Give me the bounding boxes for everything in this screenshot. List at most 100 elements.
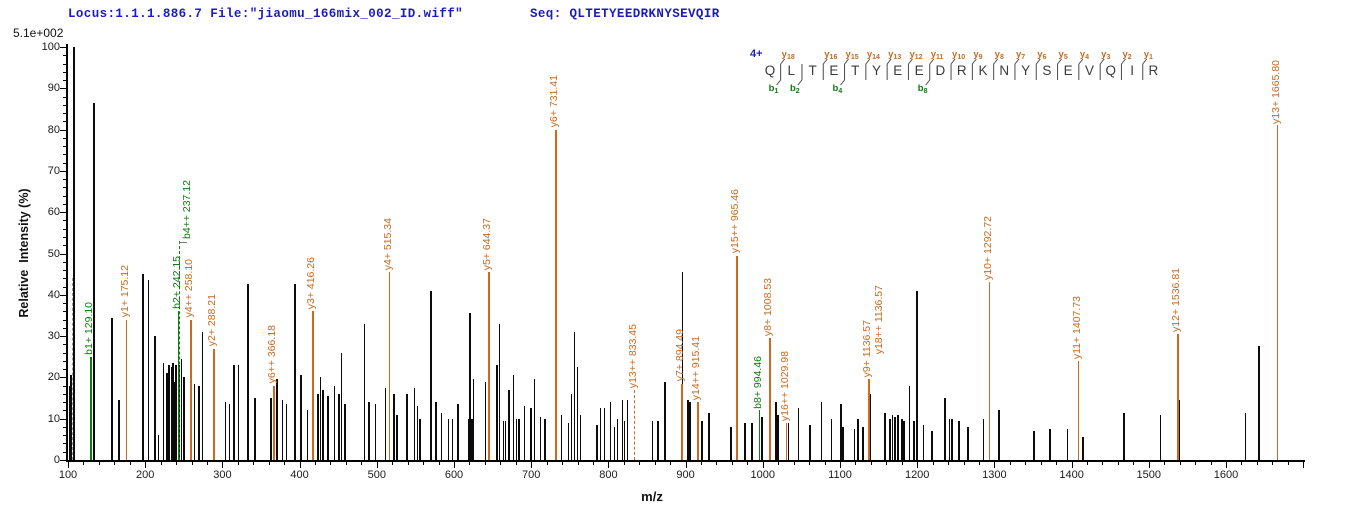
x-tick (1303, 462, 1305, 468)
x-tick (870, 462, 872, 465)
peak (951, 418, 953, 460)
x-tick (423, 462, 425, 465)
peak (228, 404, 231, 460)
x-tick-label: 200 (136, 469, 155, 481)
peak (681, 272, 684, 460)
x-tick (330, 462, 332, 465)
y-ion-label: y1 (1143, 49, 1153, 61)
peak (512, 375, 515, 460)
ion-label: b8+ 994.46 (751, 355, 764, 409)
y-tick-label: 100 (41, 41, 60, 53)
y-tick-label: 10 (47, 412, 60, 425)
residue: T (808, 63, 817, 78)
y-tick (63, 179, 66, 181)
peak (596, 424, 598, 460)
annotated-peak-line (190, 319, 192, 460)
annotated-peak-line (125, 319, 128, 460)
y-tick (63, 236, 66, 238)
peak (603, 408, 606, 460)
y-tick (63, 71, 66, 73)
peak (440, 412, 443, 460)
residue: N (999, 63, 1010, 78)
peak (162, 362, 165, 460)
residue: Q (1105, 63, 1117, 78)
peak (368, 402, 370, 460)
peak (523, 406, 525, 460)
peak (73, 47, 75, 460)
x-tick (608, 462, 610, 468)
residue: E (1063, 63, 1073, 78)
x-axis-line (66, 460, 1306, 462)
peak (118, 400, 120, 460)
y-ion-label: y14 (866, 49, 880, 61)
annotated-peak-line (736, 255, 738, 460)
ion-label: b1+ 129.10 (83, 301, 96, 355)
peak (1082, 437, 1084, 460)
y-tick (63, 80, 66, 82)
peak (413, 387, 416, 460)
x-tick (1164, 462, 1166, 465)
x-tick (1226, 462, 1227, 468)
residue: E (829, 63, 839, 78)
peak (621, 400, 624, 460)
peak (744, 422, 746, 460)
peak (908, 385, 911, 460)
y-tick (63, 352, 66, 354)
peak (111, 317, 113, 460)
x-tick (978, 462, 980, 465)
ion-label: y6++ 366.18 (266, 325, 279, 384)
peak (472, 379, 475, 460)
peak (626, 400, 629, 460)
annotated-peak-line (868, 379, 870, 460)
y-tick (63, 426, 66, 428)
x-tick-label: 600 (444, 469, 464, 481)
x-tick (237, 462, 239, 465)
x-tick (268, 462, 270, 465)
peak (300, 375, 302, 460)
x-tick (1210, 462, 1212, 465)
ion-label: b4++ 237.12 (180, 180, 193, 240)
x-tick (191, 462, 193, 465)
peak (862, 426, 864, 460)
peak (901, 418, 903, 460)
peak (544, 418, 546, 460)
peak (224, 402, 227, 460)
x-tick-label: 1100 (828, 469, 852, 481)
annotated-peak-line (555, 129, 557, 460)
y-ion-label: y6 (1037, 49, 1047, 61)
x-tick (469, 462, 471, 465)
ion-label: y18++ 1136.57 (873, 285, 886, 355)
peak (416, 406, 419, 460)
x-tick (577, 462, 579, 465)
peak (504, 420, 507, 460)
annotated-peak-line (177, 311, 180, 460)
y-ion-label: y18 (781, 49, 795, 61)
peak (576, 367, 579, 460)
y-tick (60, 294, 66, 296)
peak (338, 393, 340, 460)
ion-label: y14++ 915.41 (690, 335, 703, 401)
peak (761, 416, 763, 460)
ion-label: y13++ 833.45 (627, 323, 640, 388)
residue: D (935, 63, 946, 78)
y-tick-label: 50 (47, 247, 60, 260)
peak (616, 418, 619, 460)
x-tick (68, 462, 69, 468)
peak (853, 429, 856, 460)
residue: S (1042, 63, 1052, 78)
ion-label: y15++ 965.46 (729, 189, 742, 254)
y-tick (60, 253, 66, 255)
x-tick (917, 462, 919, 468)
peak (198, 385, 200, 460)
x-tick (454, 462, 455, 468)
x-tick (932, 462, 934, 465)
peak (1066, 429, 1069, 460)
peak (142, 274, 144, 460)
peak (374, 404, 376, 460)
x-tick (886, 462, 888, 465)
peak (530, 408, 532, 460)
b-ion-label: b2 (789, 83, 800, 95)
y-ion-label: y5 (1058, 49, 1068, 61)
x-tick (747, 462, 749, 465)
